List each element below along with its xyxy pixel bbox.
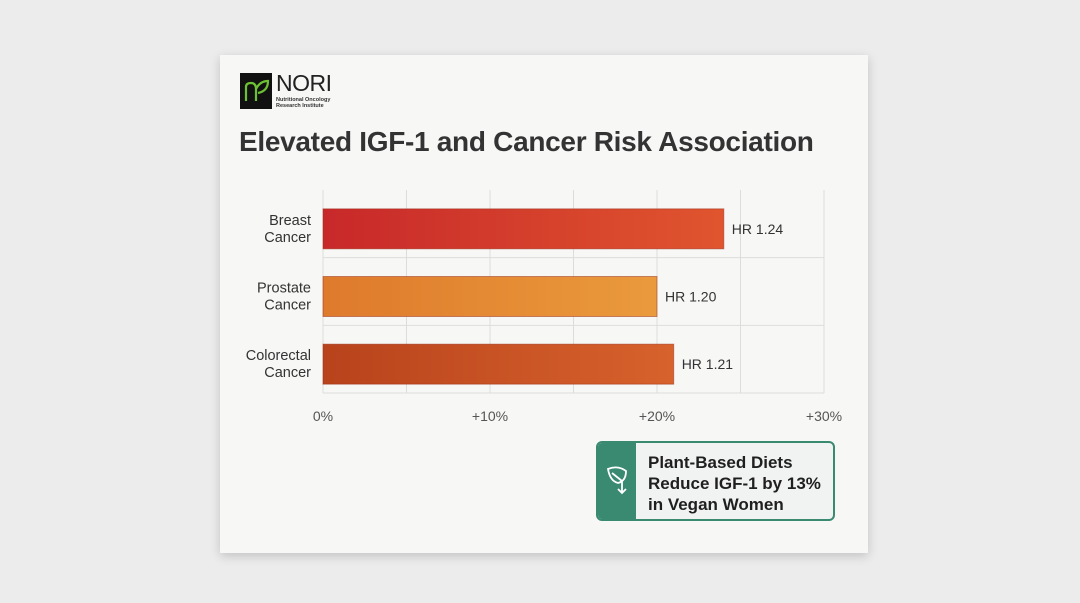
category-label: Colorectal bbox=[246, 348, 311, 364]
x-tick-label: 0% bbox=[313, 408, 333, 424]
callout-box: Plant-Based Diets Reduce IGF-1 by 13% in V… bbox=[596, 441, 835, 521]
data-label: HR 1.20 bbox=[665, 289, 717, 305]
x-tick-label: +30% bbox=[806, 408, 842, 424]
x-tick-label: +20% bbox=[639, 408, 675, 424]
category-label: Breast bbox=[269, 213, 311, 229]
logo-subtitle: Nutritional Oncology Research Institute bbox=[276, 97, 331, 109]
callout-sidebar bbox=[598, 443, 636, 519]
bar-0 bbox=[322, 208, 725, 250]
bar-2 bbox=[322, 343, 675, 385]
category-label: Prostate bbox=[257, 281, 311, 297]
logo-icon bbox=[240, 73, 272, 109]
data-label: HR 1.24 bbox=[732, 221, 784, 237]
x-tick-label: +10% bbox=[472, 408, 508, 424]
leaf-down-arrow-icon bbox=[606, 466, 627, 495]
category-label: Cancer bbox=[264, 365, 311, 381]
logo-name: NORI bbox=[276, 70, 332, 96]
category-label: Cancer bbox=[264, 298, 311, 314]
bar-1 bbox=[322, 276, 658, 317]
data-label: HR 1.21 bbox=[682, 356, 734, 372]
category-label: Cancer bbox=[264, 230, 311, 246]
chart-title: Elevated IGF-1 and Cancer Risk Associati… bbox=[239, 126, 814, 157]
callout-text: Plant-Based Diets Reduce IGF-1 by 13% in V… bbox=[648, 453, 821, 514]
